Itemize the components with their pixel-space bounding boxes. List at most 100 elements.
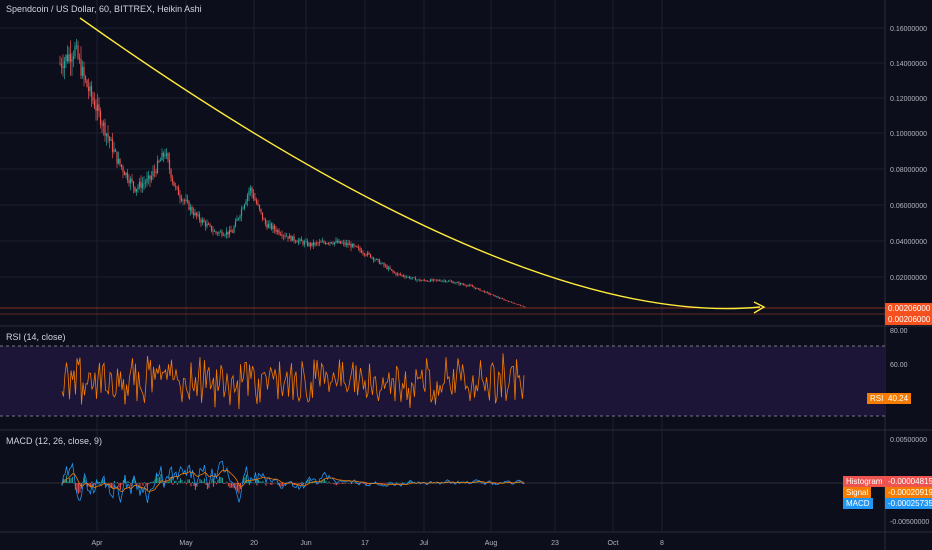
candle-body bbox=[258, 204, 261, 209]
histogram-bar bbox=[400, 483, 402, 484]
candle-body bbox=[245, 201, 247, 205]
candle-body bbox=[441, 280, 444, 282]
candle-body bbox=[450, 281, 453, 282]
candle-body bbox=[264, 219, 267, 224]
histogram-bar bbox=[269, 483, 271, 485]
candle-body bbox=[338, 241, 340, 243]
candle-body bbox=[200, 219, 202, 223]
candle-body bbox=[189, 207, 192, 210]
candle-body bbox=[191, 207, 193, 213]
candle-body bbox=[503, 299, 505, 301]
candle-body bbox=[228, 229, 231, 235]
histogram-bar bbox=[119, 483, 121, 490]
candle-body bbox=[111, 139, 114, 152]
candle-body bbox=[327, 243, 330, 244]
candle-body bbox=[524, 306, 526, 308]
candle-body bbox=[420, 280, 423, 282]
price-candles[interactable] bbox=[0, 38, 885, 315]
histogram-bar bbox=[214, 481, 216, 483]
candle-body bbox=[374, 259, 376, 261]
chart-title: Spendcoin / US Dollar, 60, BITTREX, Heik… bbox=[6, 4, 202, 14]
candle-body bbox=[270, 223, 273, 229]
candle-body bbox=[489, 294, 492, 295]
candle-body bbox=[461, 283, 463, 285]
candle-body bbox=[276, 230, 279, 232]
candle-body bbox=[336, 240, 339, 243]
histogram-bar bbox=[401, 482, 403, 483]
candle-body bbox=[158, 160, 160, 162]
candle-body bbox=[242, 208, 244, 210]
candle-body bbox=[381, 263, 384, 264]
candle-body bbox=[452, 281, 454, 284]
candle-body bbox=[518, 304, 520, 306]
histogram-bar bbox=[235, 483, 237, 490]
candle-body bbox=[218, 232, 220, 234]
histogram-bar bbox=[488, 482, 490, 483]
time-axis-label: Jun bbox=[300, 540, 311, 547]
candle-body bbox=[164, 155, 166, 157]
candle-body bbox=[428, 281, 430, 282]
histogram-bar bbox=[122, 480, 124, 483]
rsi-pane[interactable] bbox=[0, 345, 885, 417]
candle-body bbox=[126, 172, 129, 181]
candle-body bbox=[150, 175, 153, 180]
histogram-bar bbox=[230, 483, 232, 488]
candle-body bbox=[386, 265, 388, 270]
histogram-bar bbox=[319, 481, 321, 483]
candle-body bbox=[93, 101, 96, 108]
candle-body bbox=[248, 190, 250, 195]
rsi-title: RSI (14, close) bbox=[6, 332, 66, 342]
histogram-bar bbox=[185, 483, 187, 485]
histogram-bar bbox=[448, 482, 450, 483]
histogram-bar bbox=[166, 480, 168, 483]
histogram-bar bbox=[374, 482, 376, 483]
macd-pane[interactable] bbox=[0, 460, 885, 503]
trend-arrow[interactable] bbox=[79, 17, 766, 314]
histogram-bar bbox=[271, 483, 273, 485]
candle-body bbox=[62, 66, 64, 69]
candle-body bbox=[120, 164, 123, 168]
candle-body bbox=[279, 233, 282, 235]
candle-body bbox=[363, 253, 366, 255]
candle-body bbox=[236, 219, 238, 222]
candle-body bbox=[260, 208, 262, 213]
candle-body bbox=[498, 297, 501, 299]
candle-body bbox=[480, 290, 483, 292]
candle-body bbox=[474, 287, 477, 289]
histogram-bar bbox=[103, 478, 105, 483]
candle-body bbox=[449, 280, 451, 282]
histogram-bar bbox=[299, 483, 301, 484]
candle-body bbox=[99, 111, 102, 125]
candle-body bbox=[234, 221, 237, 227]
candle-body bbox=[104, 122, 106, 136]
candle-body bbox=[356, 246, 358, 248]
histogram-bar bbox=[254, 479, 256, 483]
candle-body bbox=[80, 58, 82, 76]
candle-body bbox=[114, 149, 117, 152]
candle-body bbox=[405, 276, 408, 278]
candle-body bbox=[221, 231, 223, 236]
candle-body bbox=[359, 247, 361, 251]
candle-body bbox=[140, 181, 142, 188]
candle-body bbox=[143, 183, 145, 184]
candle-body bbox=[414, 277, 417, 281]
candle-body bbox=[318, 242, 321, 244]
histogram-bar bbox=[242, 478, 244, 483]
candle-body bbox=[213, 231, 216, 233]
candle-body bbox=[267, 224, 270, 228]
candle-body bbox=[116, 151, 118, 164]
histogram-bar bbox=[212, 483, 214, 487]
candle-body bbox=[215, 231, 217, 233]
candle-body bbox=[410, 278, 412, 279]
candle-body bbox=[335, 240, 337, 243]
candle-body bbox=[486, 291, 489, 293]
candle-body bbox=[329, 242, 331, 244]
candle-body bbox=[309, 243, 312, 247]
rsi-axis-label: 80.00 bbox=[890, 328, 908, 335]
candle-body bbox=[516, 304, 519, 305]
histogram-bar bbox=[476, 482, 478, 483]
histogram-bar bbox=[250, 481, 252, 483]
candle-body bbox=[507, 300, 510, 302]
histogram-bar bbox=[163, 483, 165, 487]
